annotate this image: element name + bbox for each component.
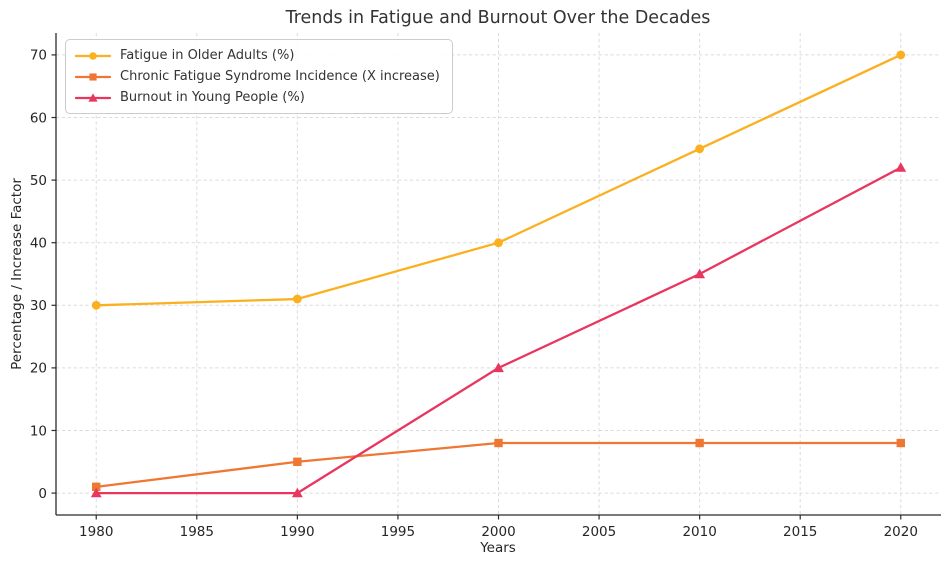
legend-swatch bbox=[74, 51, 112, 60]
legend-item: Burnout in Young People (%) bbox=[74, 89, 440, 106]
y-tick-label: 70 bbox=[30, 48, 47, 64]
legend: Fatigue in Older Adults (%) Chronic Fatig… bbox=[65, 39, 453, 114]
y-tick-label: 0 bbox=[38, 486, 47, 502]
square-marker bbox=[494, 438, 503, 448]
square-marker bbox=[89, 72, 97, 81]
x-tick-label: 2005 bbox=[582, 524, 616, 540]
x-tick-label: 2020 bbox=[884, 524, 918, 540]
circle-marker bbox=[89, 51, 97, 60]
square-marker bbox=[896, 438, 905, 448]
square-marker bbox=[92, 482, 101, 492]
triangle-marker bbox=[493, 362, 504, 373]
x-tick-label: 1990 bbox=[280, 524, 314, 540]
triangle-marker bbox=[291, 487, 303, 498]
x-tick-label: 2010 bbox=[682, 524, 716, 540]
y-tick-label: 20 bbox=[30, 361, 47, 377]
square-marker bbox=[293, 457, 302, 466]
series-layer bbox=[90, 50, 907, 498]
legend-swatch bbox=[74, 72, 112, 81]
x-tick-label: 2000 bbox=[481, 524, 515, 540]
circle-marker bbox=[494, 238, 503, 248]
circle-marker bbox=[695, 144, 705, 154]
y-tick-label: 40 bbox=[30, 236, 47, 252]
triangle-marker bbox=[90, 487, 102, 498]
y-tick-label: 10 bbox=[30, 423, 47, 439]
legend-item: Chronic Fatigue Syndrome Incidence (X in… bbox=[74, 68, 440, 85]
triangle-marker bbox=[895, 162, 907, 172]
y-tick-label: 60 bbox=[30, 110, 47, 126]
triangle-marker bbox=[694, 268, 706, 279]
legend-swatch bbox=[74, 92, 112, 102]
x-tick-label: 1985 bbox=[180, 524, 214, 540]
y-axis-label: Percentage / Increase Factor bbox=[9, 178, 25, 370]
square-marker bbox=[695, 438, 704, 448]
circle-marker bbox=[292, 294, 302, 304]
chart-title: Trends in Fatigue and Burnout Over the D… bbox=[285, 8, 711, 28]
triangle-marker bbox=[88, 92, 98, 102]
legend-label: Fatigue in Older Adults (%) bbox=[120, 48, 295, 63]
x-tick-label: 1995 bbox=[381, 524, 415, 540]
legend-item: Fatigue in Older Adults (%) bbox=[74, 47, 440, 64]
circle-marker bbox=[896, 50, 906, 60]
y-tick-label: 30 bbox=[30, 298, 47, 314]
circle-marker bbox=[91, 300, 101, 310]
x-tick-label: 1980 bbox=[79, 524, 113, 540]
x-tick-label: 2015 bbox=[783, 524, 817, 540]
x-axis-label: Years bbox=[479, 540, 516, 556]
tick-layer: 1980 1985 1990 1995 2000 2005 2010 2015 2020 0 10 2… bbox=[30, 48, 918, 540]
legend-label: Burnout in Young People (%) bbox=[120, 90, 305, 105]
legend-label: Chronic Fatigue Syndrome Incidence (X in… bbox=[120, 69, 440, 84]
y-tick-label: 50 bbox=[30, 173, 47, 189]
